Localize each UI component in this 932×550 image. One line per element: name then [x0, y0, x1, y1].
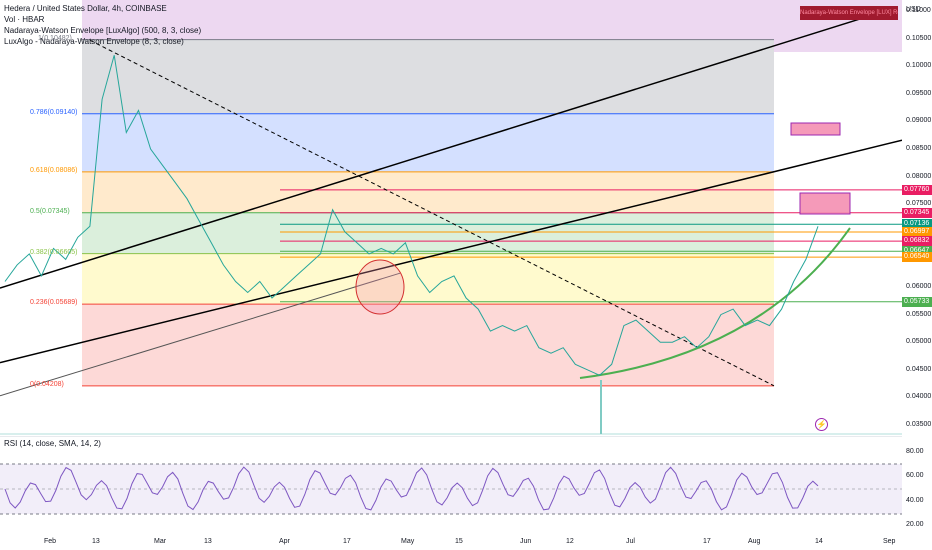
top-zone	[82, 0, 774, 40]
zone-rectangle	[790, 122, 841, 136]
price-axis-tick: 0.03500	[906, 420, 932, 428]
price-tag: 0.07345	[902, 207, 932, 218]
fib-level-label: 0.5(0.07345)	[30, 207, 70, 215]
main-price-chart[interactable]	[0, 0, 902, 436]
fib-zone	[82, 304, 774, 386]
price-axis-tick: 0.07500	[906, 200, 932, 208]
fib-level-label: 0.382(0.06605)	[30, 248, 78, 256]
time-axis-tick: 15	[455, 538, 463, 545]
time-axis-tick: 14	[815, 538, 823, 545]
price-axis-tick: 0.06000	[906, 282, 932, 290]
time-axis-tick: 17	[703, 538, 711, 545]
fib-zone	[82, 212, 774, 254]
time-axis-tick: Feb	[44, 538, 57, 545]
price-tag: 0.07136	[902, 219, 932, 230]
rsi-legend: RSI (14, close, SMA, 14, 2)	[4, 439, 101, 448]
price-tag: 0.06540	[902, 252, 932, 263]
curved-support	[579, 227, 851, 379]
fib-zone	[82, 113, 774, 172]
time-axis-tick: 13	[92, 538, 100, 545]
price-axis-tick: 0.11000	[906, 7, 931, 15]
fib-zone	[82, 171, 774, 213]
chart-title: Hedera / United States Dollar, 4h, COINB…	[4, 4, 167, 13]
fib-level-label: 1(0.10482)	[38, 34, 72, 42]
trend-line-dashed	[89, 39, 775, 387]
price-axis-tick: 0.10000	[906, 62, 932, 70]
price-line	[4, 55, 819, 376]
price-axis-tick: 0.04000	[906, 393, 932, 401]
rsi-chart[interactable]	[0, 436, 902, 536]
rsi-line	[4, 466, 819, 511]
time-axis-tick: Sep	[883, 538, 896, 545]
price-axis-tick: 0.09500	[906, 89, 932, 97]
highlight-circle	[355, 259, 405, 315]
rsi-axis-tick: 20.00	[906, 521, 924, 528]
price-axis-tick: 0.05000	[906, 338, 932, 346]
price-tag: 0.06997	[902, 226, 932, 237]
time-axis-tick: Jun	[520, 538, 532, 545]
price-axis-tick: 0.10500	[906, 34, 932, 42]
fib-level-label: 0.618(0.08086)	[30, 166, 78, 174]
trend-line-mid	[0, 139, 902, 364]
rsi-axis-tick: 40.00	[906, 497, 924, 504]
time-axis-tick: Jul	[626, 538, 635, 545]
time-axis-tick: Mar	[154, 538, 167, 545]
price-axis-tick: 0.05500	[906, 310, 932, 318]
fib-level-label: 0(0.04208)	[30, 380, 64, 388]
price-axis-tick: 0.04500	[906, 365, 932, 373]
trend-line-low	[0, 272, 401, 397]
repaint-badge: Nadaraya-Watson Envelope [LUX] Repaints	[800, 6, 898, 20]
indicator-legend-2: LuxAlgo - Nadaraya-Watson Envelope (8, 3…	[4, 37, 184, 46]
price-axis-tick: 0.08000	[906, 172, 932, 180]
volume-legend: Vol · HBAR	[4, 15, 45, 24]
time-axis-tick: May	[401, 538, 415, 545]
time-axis-tick: Aug	[748, 538, 761, 545]
indicator-legend-1: Nadaraya-Watson Envelope [LuxAlgo] (500,…	[4, 26, 202, 35]
time-axis-tick: 17	[343, 538, 351, 545]
fib-level-label: 0.786(0.09140)	[30, 108, 78, 116]
price-tag: 0.07760	[902, 184, 932, 195]
lightning-icon[interactable]: ⚡	[815, 418, 828, 431]
trend-line-upper	[0, 11, 881, 289]
time-axis-tick: 12	[566, 538, 574, 545]
fib-zone	[82, 39, 774, 114]
fib-zone	[82, 253, 774, 305]
price-axis-tick: 0.09000	[906, 117, 932, 125]
fib-level-label: 0.236(0.05689)	[30, 299, 78, 307]
time-axis-tick: Apr	[279, 538, 290, 545]
price-tag: 0.05733	[902, 296, 932, 307]
time-axis-tick: 13	[204, 538, 212, 545]
price-axis-tick: 0.08500	[906, 145, 932, 152]
currency-label: USD	[906, 6, 921, 13]
price-tag: 0.06647	[902, 246, 932, 257]
zone-rectangle	[799, 192, 851, 215]
rsi-axis-tick: 60.00	[906, 472, 924, 479]
rsi-axis-tick: 80.00	[906, 448, 924, 455]
price-tag: 0.06832	[902, 236, 932, 247]
